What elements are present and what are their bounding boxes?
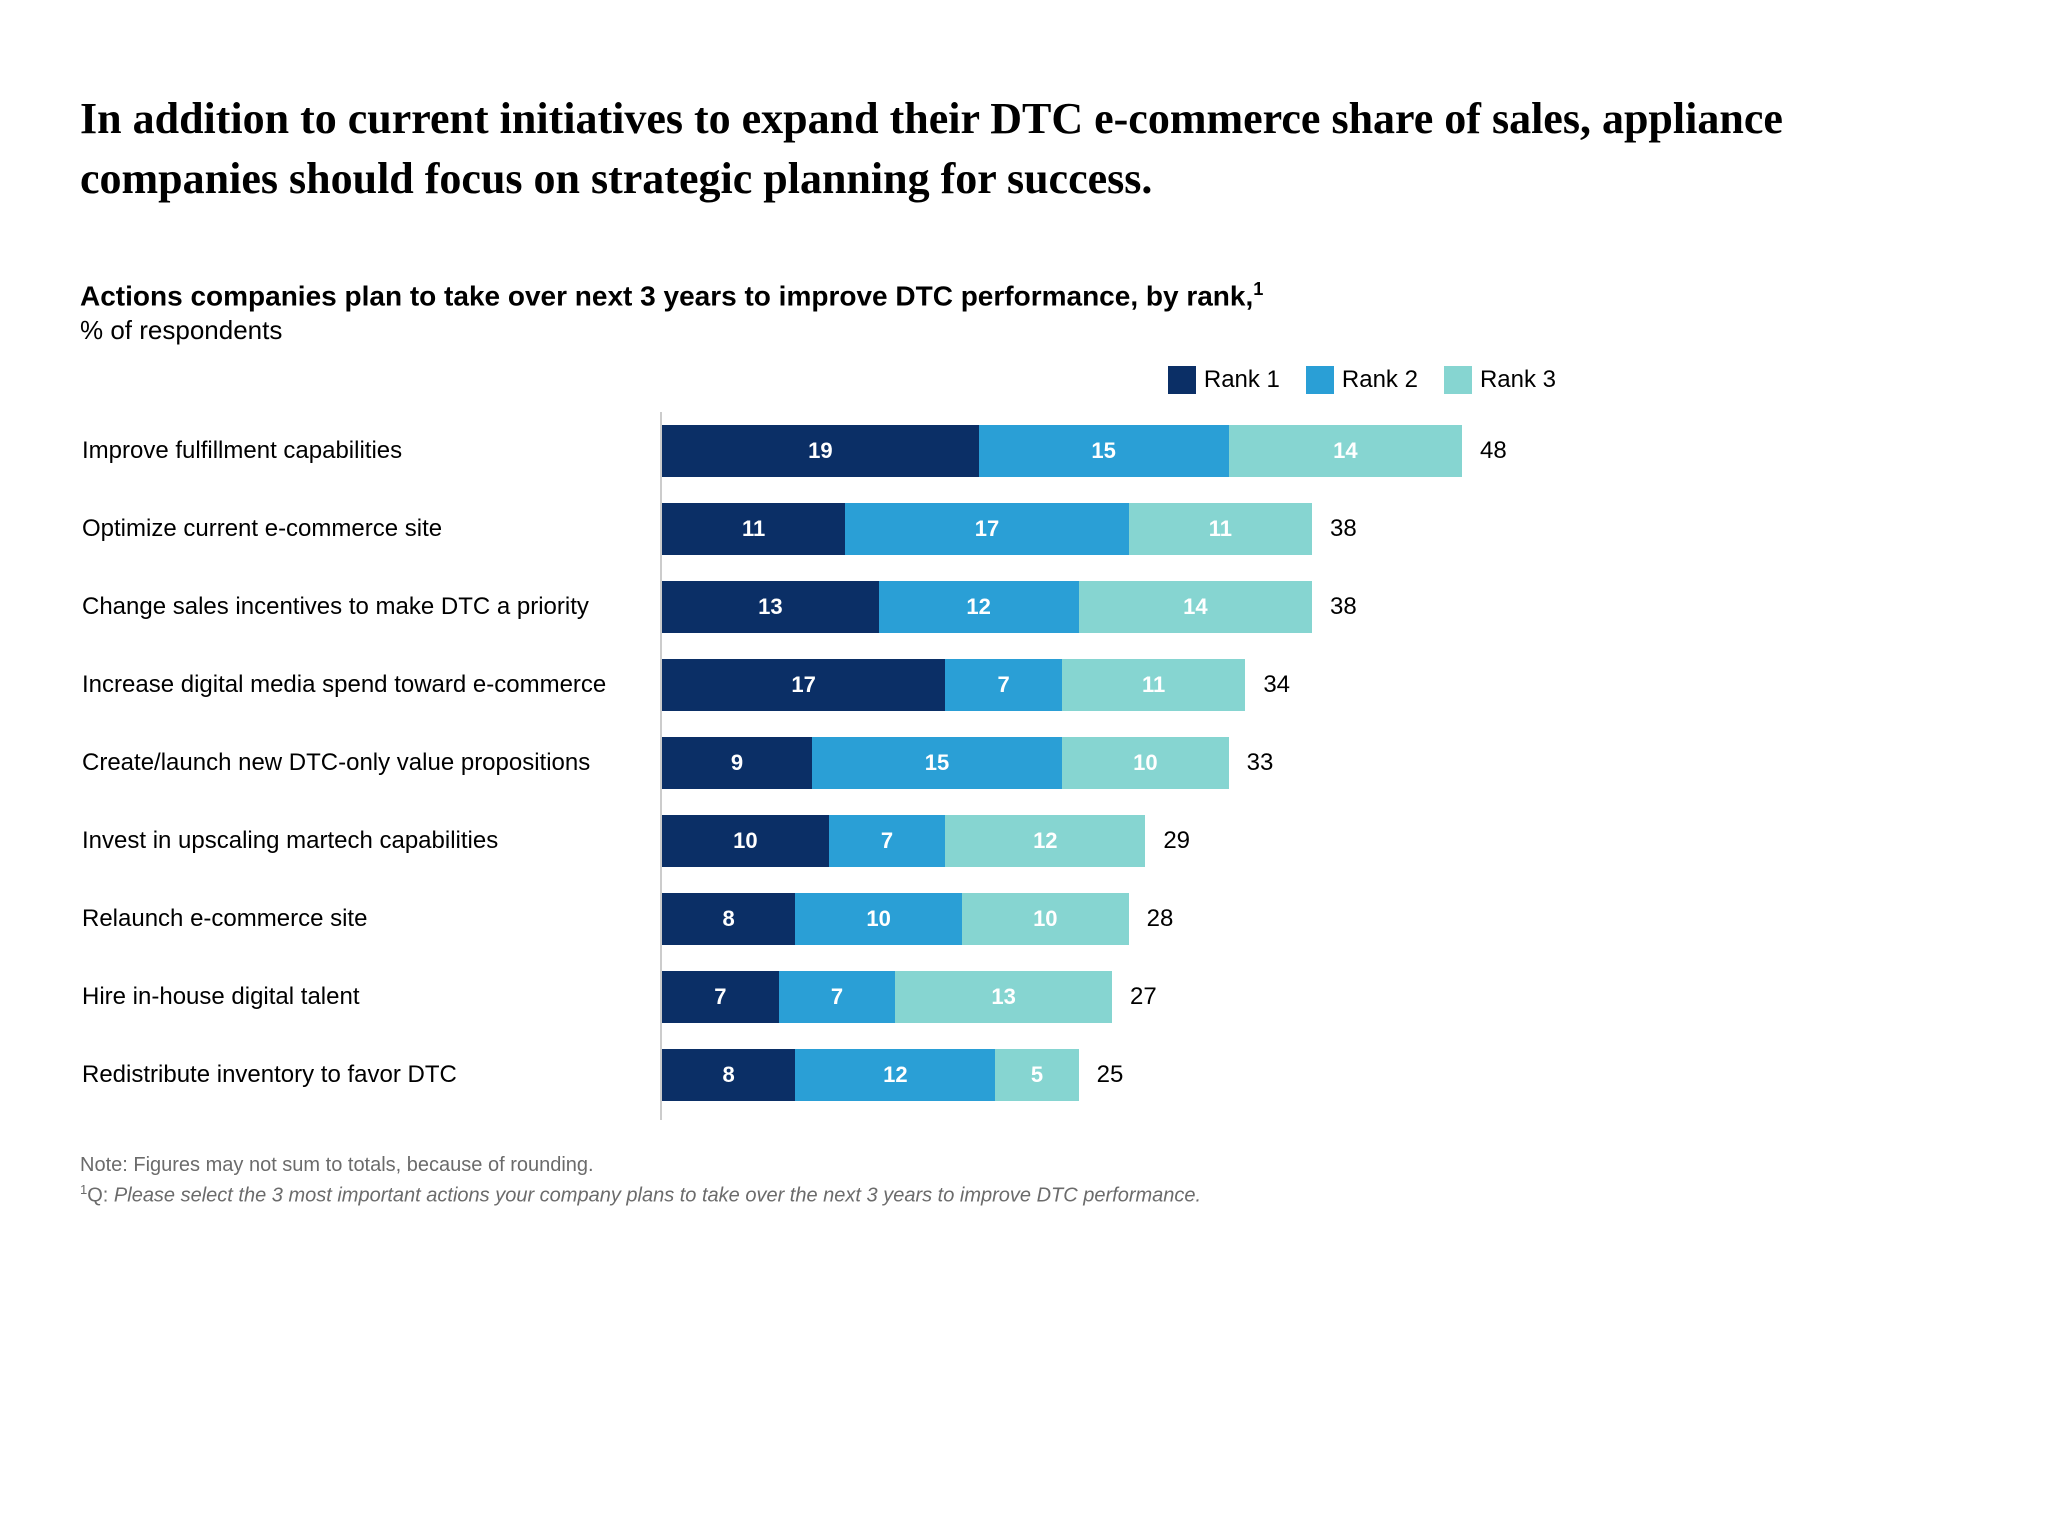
bar-wrap: 17711 34 xyxy=(662,659,1290,711)
bar-segment: 7 xyxy=(779,971,896,1023)
bar-row: Create/launch new DTC-only value proposi… xyxy=(662,724,1976,802)
legend: Rank 1 Rank 2 Rank 3 xyxy=(80,366,1976,394)
bar-wrap: 111711 38 xyxy=(662,503,1357,555)
subtitle-sup: 1 xyxy=(1253,279,1263,299)
bar-segment: 10 xyxy=(795,893,962,945)
footnotes: Note: Figures may not sum to totals, bec… xyxy=(80,1150,1976,1211)
bar-segment: 10 xyxy=(662,815,829,867)
bar-total: 29 xyxy=(1163,827,1190,855)
bar-wrap: 771327 xyxy=(662,971,1157,1023)
legend-label: Rank 1 xyxy=(1204,366,1280,394)
bar-row-label: Redistribute inventory to favor DTC xyxy=(82,1061,642,1089)
bar-total: 28 xyxy=(1147,905,1174,933)
legend-swatch xyxy=(1306,366,1334,394)
legend-item: Rank 1 xyxy=(1168,366,1280,394)
bar-segment: 15 xyxy=(812,737,1062,789)
bar-segment: 12 xyxy=(945,815,1145,867)
bar-segment: 10 xyxy=(962,893,1129,945)
bar-segment: 15 xyxy=(979,425,1229,477)
bar-row: Relaunch e-commerce site8101028 xyxy=(662,880,1976,958)
bar-row: Hire in-house digital talent771327 xyxy=(662,958,1976,1036)
bar-row-label: Relaunch e-commerce site xyxy=(82,905,642,933)
bar-row: Invest in upscaling martech capabilities… xyxy=(662,802,1976,880)
bar-total: 33 xyxy=(1247,749,1274,777)
bar-segment: 8 xyxy=(662,893,795,945)
bar-segment: 12 xyxy=(879,581,1079,633)
bar-row-label: Hire in-house digital talent xyxy=(82,983,642,1011)
legend-swatch xyxy=(1444,366,1472,394)
bar-wrap: 8101028 xyxy=(662,893,1173,945)
bar-segment: 11 xyxy=(662,503,845,555)
footnote-note: Note: Figures may not sum to totals, bec… xyxy=(80,1150,1976,1180)
footnote-q-text: Please select the 3 most important actio… xyxy=(114,1185,1201,1207)
bar-segment: 12 xyxy=(795,1049,995,1101)
bar-total: 38 xyxy=(1330,515,1357,543)
bar-segment: 7 xyxy=(829,815,946,867)
chart-subtitle: Actions companies plan to take over next… xyxy=(80,278,1976,315)
bar-row-label: Optimize current e-commerce site xyxy=(82,515,642,543)
bar-segment: 13 xyxy=(662,581,879,633)
bar-total: 25 xyxy=(1097,1061,1124,1089)
subtitle-block: Actions companies plan to take over next… xyxy=(80,278,1976,346)
bar-row: Increase digital media spend toward e-co… xyxy=(662,646,1976,724)
legend-label: Rank 3 xyxy=(1480,366,1556,394)
chart-unit: % of respondents xyxy=(80,315,1976,346)
bar-row-label: Change sales incentives to make DTC a pr… xyxy=(82,593,642,621)
subtitle-text: Actions companies plan to take over next… xyxy=(80,281,1253,312)
stacked-bar-chart: Improve fulfillment capabilities19151448… xyxy=(660,412,1976,1120)
bar-total: 48 xyxy=(1480,437,1507,465)
bar-segment: 17 xyxy=(662,659,945,711)
bar-segment: 9 xyxy=(662,737,812,789)
bar-row: Optimize current e-commerce site11171138 xyxy=(662,490,1976,568)
bar-row-label: Increase digital media spend toward e-co… xyxy=(82,671,642,699)
bar-segment: 11 xyxy=(1129,503,1312,555)
bar-segment: 13 xyxy=(895,971,1112,1023)
bar-segment: 14 xyxy=(1229,425,1462,477)
footnote-q-prefix: Q: xyxy=(87,1185,114,1207)
legend-label: Rank 2 xyxy=(1342,366,1418,394)
bar-wrap: 10712 29 xyxy=(662,815,1190,867)
footnote-question: 1Q: Please select the 3 most important a… xyxy=(80,1180,1976,1211)
bar-row: Change sales incentives to make DTC a pr… xyxy=(662,568,1976,646)
bar-segment: 19 xyxy=(662,425,979,477)
bar-segment: 10 xyxy=(1062,737,1229,789)
bar-segment: 14 xyxy=(1079,581,1312,633)
page-title: In addition to current initiatives to ex… xyxy=(80,89,1880,208)
bar-total: 27 xyxy=(1130,983,1157,1011)
bar-segment: 17 xyxy=(845,503,1128,555)
bar-row-label: Create/launch new DTC-only value proposi… xyxy=(82,749,642,777)
legend-item: Rank 2 xyxy=(1306,366,1418,394)
bar-segment: 11 xyxy=(1062,659,1245,711)
bar-segment: 7 xyxy=(945,659,1062,711)
legend-swatch xyxy=(1168,366,1196,394)
bar-total: 34 xyxy=(1263,671,1290,699)
bar-wrap: 131214 38 xyxy=(662,581,1357,633)
bar-row: Improve fulfillment capabilities19151448 xyxy=(662,412,1976,490)
bar-wrap: 8125 25 xyxy=(662,1049,1123,1101)
bar-row-label: Improve fulfillment capabilities xyxy=(82,437,642,465)
bar-segment: 7 xyxy=(662,971,779,1023)
bar-row: Redistribute inventory to favor DTC81252… xyxy=(662,1036,1976,1114)
bar-segment: 5 xyxy=(995,1049,1078,1101)
bar-wrap: 91510 33 xyxy=(662,737,1273,789)
legend-item: Rank 3 xyxy=(1444,366,1556,394)
bar-total: 38 xyxy=(1330,593,1357,621)
bar-row-label: Invest in upscaling martech capabilities xyxy=(82,827,642,855)
bar-wrap: 191514 48 xyxy=(662,425,1507,477)
bar-segment: 8 xyxy=(662,1049,795,1101)
